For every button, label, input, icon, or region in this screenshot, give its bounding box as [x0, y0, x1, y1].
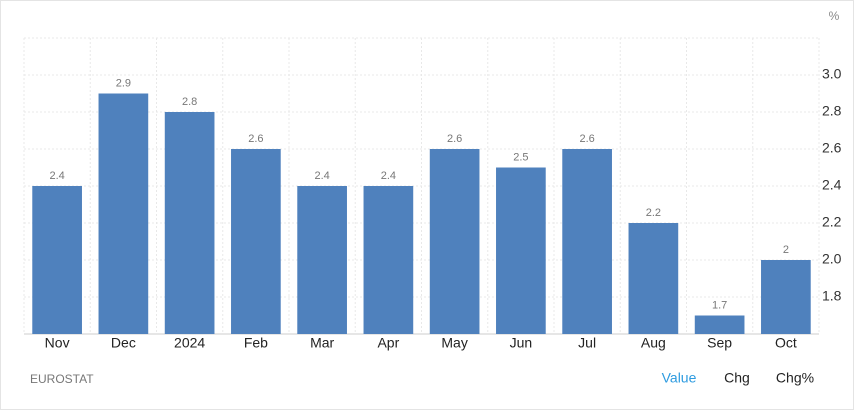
bar	[496, 167, 546, 334]
value-label: 2.4	[381, 170, 396, 182]
value-label: 2	[783, 244, 789, 256]
bar	[694, 315, 745, 334]
value-label: 2.2	[646, 207, 661, 219]
x-tick-label: Aug	[641, 335, 666, 351]
bar	[98, 93, 149, 334]
value-label: 2.6	[579, 133, 594, 145]
value-label: 2.4	[314, 170, 329, 182]
unit-label: %	[829, 9, 840, 23]
bar	[164, 112, 215, 334]
bar	[628, 223, 679, 334]
x-tick-label: Jul	[578, 335, 596, 351]
y-tick-label: 3.0	[822, 66, 842, 82]
value-button[interactable]: Value	[662, 370, 697, 386]
x-tick-label: Mar	[310, 335, 334, 351]
x-tick-label: Sep	[707, 335, 732, 351]
value-label: 2.5	[513, 151, 528, 163]
x-tick-label: Oct	[775, 335, 797, 351]
value-label: 2.8	[182, 96, 197, 108]
bar	[231, 149, 281, 334]
x-tick-label: Jun	[510, 335, 533, 351]
x-tick-label: Feb	[244, 335, 268, 351]
y-tick-label: 2.6	[822, 140, 842, 156]
value-label: 1.7	[712, 299, 727, 311]
bar	[32, 186, 82, 334]
source-label: EUROSTAT	[30, 372, 94, 386]
bar	[562, 149, 612, 334]
x-tick-label: Apr	[377, 335, 399, 351]
value-label: 2.4	[49, 170, 64, 182]
y-tick-label: 1.8	[822, 288, 842, 304]
y-tick-label: 2.4	[822, 177, 842, 193]
y-tick-label: 2.2	[822, 214, 842, 230]
y-tick-label: 2.8	[822, 103, 842, 119]
bar	[761, 260, 811, 334]
value-label: 2.9	[116, 77, 131, 89]
bar	[297, 186, 347, 334]
x-tick-label: Dec	[111, 335, 136, 351]
x-tick-label: 2024	[174, 335, 205, 351]
value-label: 2.6	[447, 133, 462, 145]
bar	[363, 186, 414, 334]
value-label: 2.6	[248, 133, 263, 145]
y-tick-label: 2.0	[822, 251, 842, 267]
bar	[429, 149, 480, 334]
x-tick-label: May	[441, 335, 467, 351]
chg-pct-button[interactable]: Chg%	[776, 370, 814, 386]
x-tick-label: Nov	[45, 335, 70, 351]
chg-button[interactable]: Chg	[724, 370, 750, 386]
